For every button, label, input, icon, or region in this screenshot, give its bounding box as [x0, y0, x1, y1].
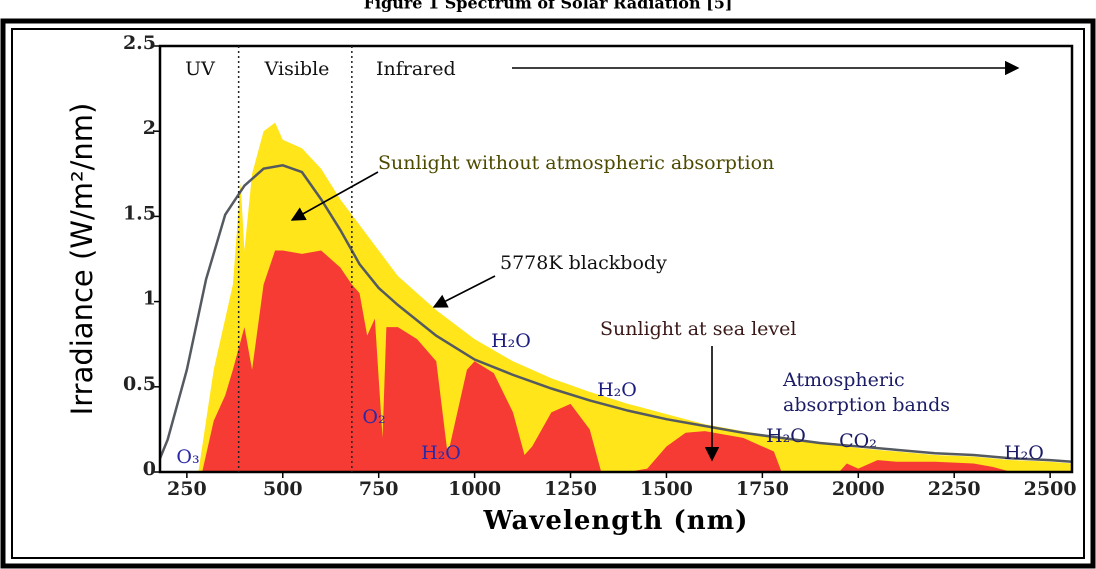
annotation: absorption bands: [783, 394, 950, 416]
annotation: Sunlight without atmospheric absorption: [378, 152, 774, 174]
x-tick-label: 1750: [736, 478, 789, 500]
y-axis-label: Irradiance (W/m²/nm): [65, 103, 99, 416]
y-tick-label: 2: [143, 117, 156, 139]
annotation: 5778K blackbody: [500, 252, 667, 274]
annotation: Visible: [264, 58, 330, 80]
x-tick-label: 1500: [640, 478, 693, 500]
annotation: UV: [185, 58, 215, 80]
annotation: O₃: [176, 446, 199, 468]
x-tick-label: 2500: [1024, 478, 1077, 500]
x-tick-label: 2000: [832, 478, 885, 500]
line: [158, 163, 1073, 464]
annotation-arrow: [432, 275, 496, 308]
y-tick-label: 1: [143, 288, 156, 310]
area: [202, 250, 1072, 472]
annotation: H₂O: [491, 330, 531, 352]
annotation: H₂O: [1004, 442, 1044, 464]
x-tick-label: 250: [167, 478, 207, 500]
y-tick-label: 0: [143, 458, 156, 480]
outer-frame: [0, 18, 1096, 569]
x-axis-label: Wavelength (nm): [483, 506, 749, 536]
annotation: H₂O: [766, 425, 806, 447]
annotation: O₂: [362, 406, 385, 428]
annotation: H₂O: [597, 379, 637, 401]
y-tick-label: 0.5: [123, 373, 156, 395]
y-tick-label: 2.5: [123, 32, 156, 54]
x-tick-label: 750: [359, 478, 399, 500]
annotation: H₂O: [421, 442, 461, 464]
x-tick-label: 500: [263, 478, 303, 500]
plot-frame: [158, 44, 1074, 474]
annotation: Infrared: [376, 58, 456, 80]
x-tick-label: 1250: [544, 478, 597, 500]
x-tick-label: 1000: [448, 478, 501, 500]
annotation-arrow: [290, 171, 379, 221]
annotation: CO₂: [839, 430, 877, 452]
y-tick-label: 1.5: [123, 202, 156, 224]
annotation: Sunlight at sea level: [600, 318, 796, 340]
annotation: Atmospheric: [782, 369, 905, 391]
figure-caption: Figure 1 Spectrum of Solar Radiation [5]: [364, 0, 733, 13]
inner-frame: [11, 28, 1085, 559]
x-tick-label: 2250: [928, 478, 981, 500]
